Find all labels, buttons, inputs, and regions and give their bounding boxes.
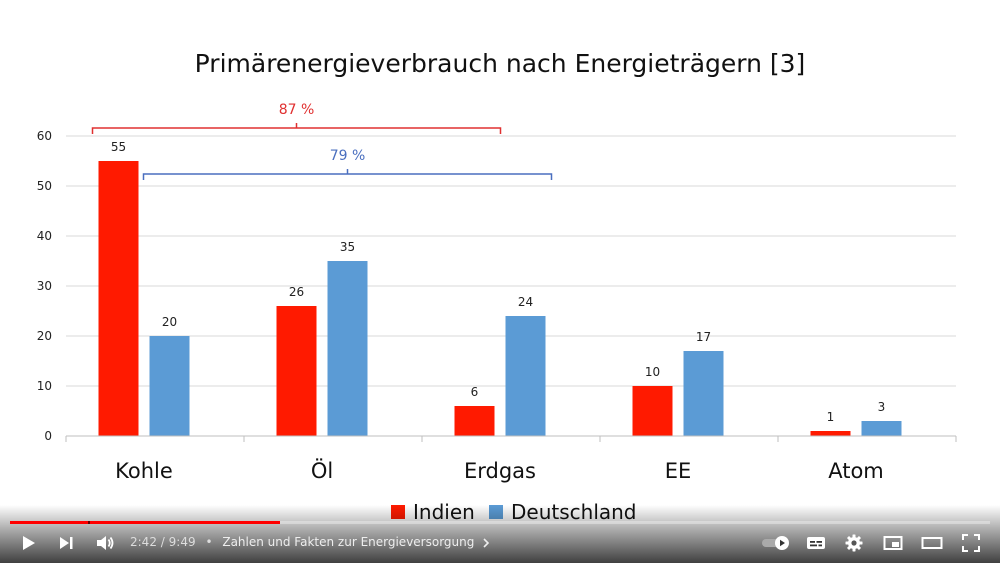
autoplay-toggle-icon [762, 536, 789, 550]
bar-indien [632, 386, 673, 436]
bar-indien [276, 306, 317, 436]
volume-icon [97, 536, 114, 550]
y-tick-label: 10 [37, 379, 52, 393]
play-icon [23, 536, 35, 550]
progress-played [10, 521, 280, 524]
autoplay-toggle[interactable] [760, 531, 792, 555]
bracket-label: 79 % [330, 148, 366, 164]
mute-button[interactable] [92, 531, 118, 555]
y-tick-label: 30 [37, 279, 52, 293]
chevron-right-icon [483, 537, 490, 548]
time-separator: / [160, 535, 165, 549]
chart-title: Primärenergieverbrauch nach Energieträge… [195, 49, 806, 78]
bracket-label: 87 % [279, 102, 315, 118]
bar-indien [98, 161, 139, 436]
bar-deutschland [505, 316, 546, 436]
y-tick-label: 40 [37, 229, 52, 243]
y-tick-label: 50 [37, 179, 52, 193]
data-label: 1 [827, 410, 835, 424]
data-label: 26 [289, 285, 304, 299]
subtitles-button[interactable] [803, 531, 829, 555]
x-axis: Kohle Öl Erdgas EE Atom [65, 435, 957, 483]
progress-bar[interactable] [10, 521, 990, 524]
player-controls: 2:42 / 9:49 • Zahlen und Fakten zur Ener… [0, 505, 1000, 563]
play-button[interactable] [16, 531, 40, 555]
data-label: 17 [696, 330, 711, 344]
x-category-label: Erdgas [464, 459, 536, 483]
bar-deutschland [149, 336, 190, 436]
x-category-label: Kohle [115, 459, 173, 483]
fullscreen-icon [962, 534, 980, 552]
chart-annotations: 87 % 79 % [91, 102, 553, 180]
data-label: 6 [471, 385, 479, 399]
data-label: 55 [111, 140, 126, 154]
chapter-title-button[interactable]: Zahlen und Fakten zur Energieversorgung [222, 535, 491, 549]
theater-mode-button[interactable] [919, 531, 945, 555]
data-label: 35 [340, 240, 355, 254]
subtitles-icon [807, 537, 825, 549]
data-label: 24 [518, 295, 533, 309]
chapter-bullet: • [205, 535, 213, 549]
settings-gear-icon [845, 534, 863, 552]
chapter-marker [88, 521, 91, 524]
fullscreen-button[interactable] [958, 531, 984, 555]
miniplayer-icon [883, 536, 903, 550]
data-label: 20 [162, 315, 177, 329]
theater-mode-icon [921, 537, 943, 549]
settings-button[interactable] [841, 531, 867, 555]
y-tick-label: 20 [37, 329, 52, 343]
chapter-title: Zahlen und Fakten zur Energieversorgung [222, 535, 475, 549]
time-display: 2:42 / 9:49 • Zahlen und Fakten zur Ener… [130, 535, 491, 549]
miniplayer-button[interactable] [880, 531, 906, 555]
x-category-label: Öl [311, 458, 333, 483]
next-icon [60, 537, 73, 549]
bar-indien [454, 406, 495, 436]
data-label: 10 [645, 365, 660, 379]
data-label: 3 [878, 400, 886, 414]
y-tick-label: 60 [37, 129, 52, 143]
time-current: 2:42 [130, 535, 157, 549]
bracket [142, 169, 553, 180]
bar-indien [810, 431, 851, 436]
next-button[interactable] [54, 531, 78, 555]
time-total: 9:49 [168, 535, 196, 549]
y-axis: 0 10 20 30 40 50 60 [37, 129, 52, 443]
bar-deutschland [327, 261, 368, 436]
chart-gridlines [66, 135, 956, 387]
bar-deutschland [683, 351, 724, 436]
x-category-label: EE [665, 459, 692, 483]
bracket [91, 123, 502, 134]
chart-bars: 55 20 26 35 6 24 10 17 1 3 [98, 140, 902, 436]
y-tick-label: 0 [44, 429, 52, 443]
bar-deutschland [861, 421, 902, 436]
x-category-label: Atom [828, 459, 884, 483]
